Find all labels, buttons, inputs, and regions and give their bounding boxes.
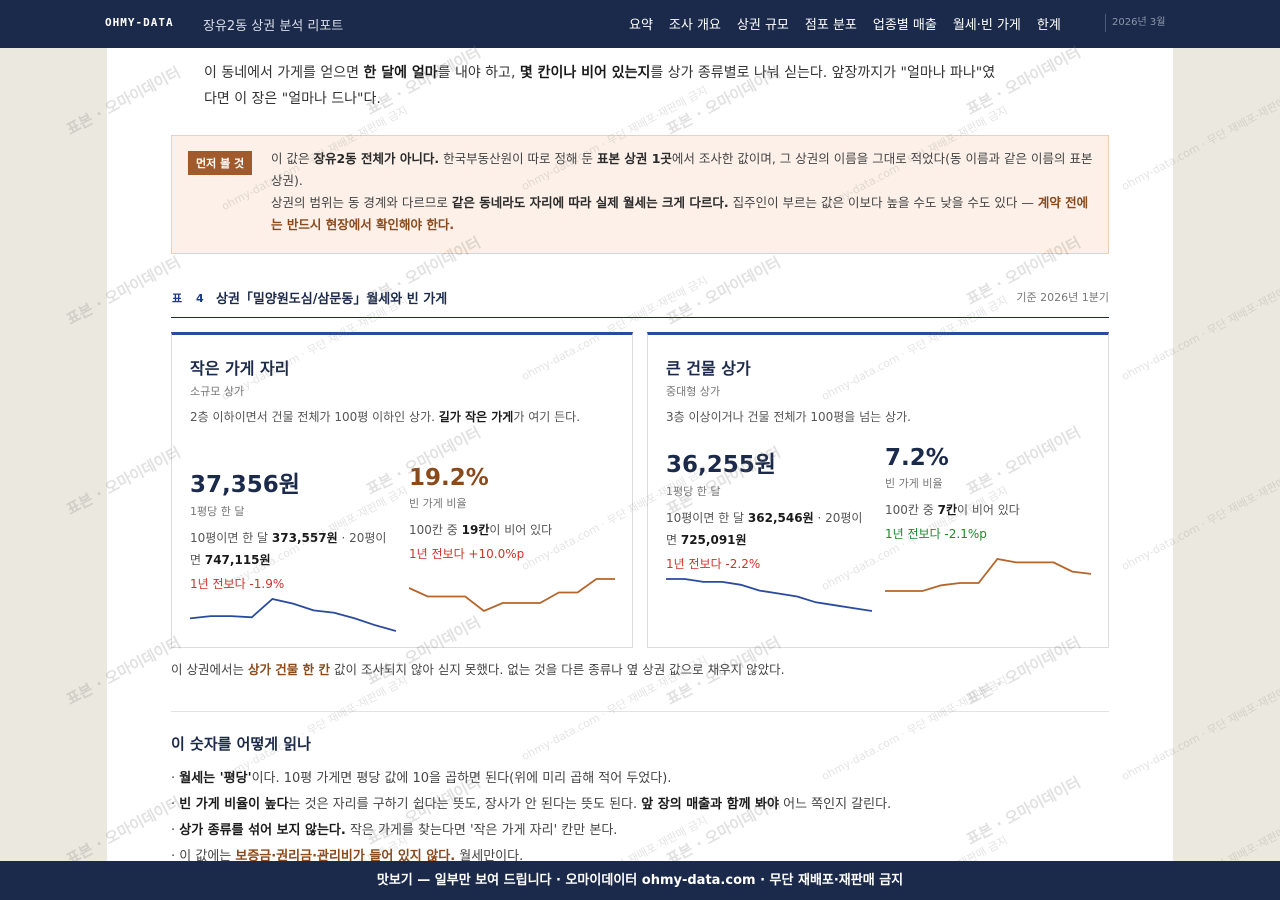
table-date: 기준 2026년 1분기 — [1016, 291, 1109, 304]
report-date: 2026년 3월 — [1105, 14, 1165, 32]
nav-item-sales[interactable]: 업종별 매출 — [872, 18, 937, 33]
table-title: 상권「밀양원도심/삼문동」월세와 빈 가게 — [216, 292, 448, 307]
document-title: 장유2동 상권 분석 리포트 — [203, 19, 344, 34]
vacancy-sparkline — [409, 578, 615, 613]
section-divider — [171, 711, 1109, 712]
rent-value: 36,255원 — [666, 452, 776, 478]
vacancy-value: 19.2% — [409, 465, 489, 491]
table-header: 표 4 상권「밀양원도심/삼문동」월세와 빈 가게 기준 2026년 1분기 — [171, 288, 1109, 318]
list-item: · 상가 종류를 섞어 보지 않는다. 작은 가게를 찾는다면 '작은 가게 자… — [171, 823, 618, 838]
rent-value: 37,356원 — [190, 472, 300, 498]
vacancy-change: 1년 전보다 +10.0%p — [409, 547, 525, 561]
vacancy-trend-line — [409, 578, 615, 613]
preview-footer: 맛보기 — 일부만 보여 드립니다 · 오마이데이터 ohmy-data.com… — [0, 861, 1280, 900]
rent-trend-line — [190, 598, 396, 632]
missing-data-note: 이 상권에서는 상가 건물 한 칸 값이 조사되지 않아 싣지 못했다. 없는 … — [171, 662, 785, 677]
rent-label: 1평당 한 달 — [190, 505, 245, 518]
vacancy-label: 빈 가게 비율 — [885, 477, 943, 490]
card-description: 3층 이상이거나 건물 전체가 100평을 넘는 상가. — [666, 410, 911, 424]
card-subtitle: 중대형 상가 — [666, 385, 721, 398]
card-title: 큰 건물 상가 — [666, 359, 751, 378]
notice-box: 먼저 볼 것 이 값은 장유2동 전체가 아니다. 한국부동산원이 따로 정해 … — [171, 135, 1109, 254]
list-item: · 이 값에는 보증금·권리금·관리비가 들어 있지 않다. 월세만이다. — [171, 849, 524, 861]
reading-guide-title: 이 숫자를 어떻게 읽나 — [171, 735, 311, 753]
vacancy-metric: 19.2% 빈 가게 비율 100칸 중 19칸이 비어 있다 1년 전보다 +… — [409, 465, 619, 562]
vacancy-label: 빈 가게 비율 — [409, 497, 467, 510]
card-large-building: 큰 건물 상가 중대형 상가 3층 이상이거나 건물 전체가 100평을 넘는 … — [647, 332, 1109, 648]
vacancy-value: 7.2% — [885, 445, 949, 471]
card-description: 2층 이하이면서 건물 전체가 100평 이하인 상가. 길가 작은 가게가 여… — [190, 410, 581, 424]
notice-text: 이 값은 장유2동 전체가 아니다. 한국부동산원이 따로 정해 둔 표본 상권… — [271, 151, 1093, 232]
nav-menu: 요약 조사 개요 상권 규모 점포 분포 업종별 매출 월세·빈 가게 한계 — [629, 14, 1061, 33]
reading-guide-list: · 월세는 '평당'이다. 10평 가게면 평당 값에 10을 곱하면 된다(위… — [171, 766, 1109, 861]
top-bar: OHMY-DATA 장유2동 상권 분석 리포트 요약 조사 개요 상권 규모 … — [0, 0, 1280, 48]
vacancy-change: 1년 전보다 -2.1%p — [885, 527, 987, 541]
nav-item-rent-vacancy[interactable]: 월세·빈 가게 — [952, 18, 1021, 33]
rent-detail: 10평이면 한 달 362,546원 · 20평이면 725,091원 — [666, 511, 863, 547]
list-item: · 월세는 '평당'이다. 10평 가게면 평당 값에 10을 곱하면 된다(위… — [171, 771, 672, 786]
vacancy-detail: 100칸 중 19칸이 비어 있다 — [409, 523, 553, 537]
rent-metric: 37,356원 1평당 한 달 10평이면 한 달 373,557원 · 20평… — [190, 465, 400, 592]
nav-item-scale[interactable]: 상권 규모 — [736, 18, 789, 33]
rent-sparkline — [666, 578, 872, 612]
vacancy-sparkline — [885, 558, 1091, 592]
nav-item-summary[interactable]: 요약 — [629, 18, 653, 33]
list-item: · 빈 가게 비율이 높다는 것은 자리를 구하기 쉽다는 뜻도, 장사가 안 … — [171, 797, 892, 812]
rent-change: 1년 전보다 -2.2% — [666, 557, 761, 571]
card-subtitle: 소규모 상가 — [190, 385, 245, 398]
nav-item-distribution[interactable]: 점포 분포 — [804, 18, 857, 33]
vacancy-detail: 100칸 중 7칸이 비어 있다 — [885, 503, 1020, 517]
report-page: 이 동네에서 가게를 얻으면 한 달에 얼마를 내야 하고, 몇 칸이나 비어 … — [107, 48, 1173, 861]
rent-detail: 10평이면 한 달 373,557원 · 20평이면 747,115원 — [190, 531, 387, 567]
rent-trend-line — [666, 578, 872, 612]
brand-logo[interactable]: OHMY-DATA — [105, 16, 174, 29]
vacancy-metric: 7.2% 빈 가게 비율 100칸 중 7칸이 비어 있다 1년 전보다 -2.… — [885, 445, 1095, 542]
intro-paragraph: 이 동네에서 가게를 얻으면 한 달에 얼마를 내야 하고, 몇 칸이나 비어 … — [204, 65, 996, 107]
table-number: 표 4 — [172, 292, 209, 305]
vacancy-trend-line — [885, 558, 1091, 592]
nav-item-limits[interactable]: 한계 — [1036, 18, 1061, 33]
rent-metric: 36,255원 1평당 한 달 10평이면 한 달 362,546원 · 20평… — [666, 445, 876, 572]
nav-item-survey[interactable]: 조사 개요 — [668, 18, 721, 33]
rent-sparkline — [190, 598, 396, 632]
rent-label: 1평당 한 달 — [666, 485, 721, 498]
rent-change: 1년 전보다 -1.9% — [190, 577, 285, 591]
card-title: 작은 가게 자리 — [190, 359, 290, 378]
notice-badge: 먼저 볼 것 — [188, 151, 253, 175]
card-small-store: 작은 가게 자리 소규모 상가 2층 이하이면서 건물 전체가 100평 이하인… — [171, 332, 633, 648]
